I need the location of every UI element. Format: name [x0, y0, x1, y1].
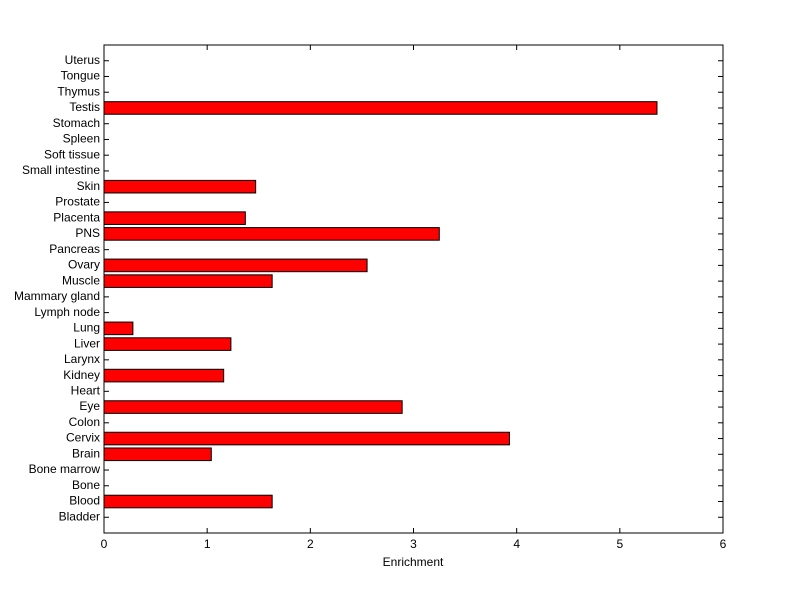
y-tick-label: Small intestine	[22, 163, 100, 177]
x-tick-label: 5	[616, 537, 623, 551]
y-tick-label: Muscle	[62, 273, 100, 287]
bar	[103, 101, 658, 115]
bar	[103, 400, 403, 414]
bar	[103, 337, 232, 351]
y-tick-label: Skin	[77, 179, 100, 193]
y-tick-label: Liver	[74, 336, 100, 350]
y-tick-label: Stomach	[53, 116, 100, 130]
y-tick-label: Kidney	[63, 368, 100, 382]
y-tick-label: Brain	[72, 446, 100, 460]
bar	[103, 227, 440, 241]
y-tick-label: Mammary gland	[14, 289, 100, 303]
y-tick-label: Spleen	[63, 132, 100, 146]
y-tick-label: Colon	[69, 415, 100, 429]
y-tick-label: Tongue	[61, 69, 101, 83]
x-tick-label: 1	[204, 537, 211, 551]
y-tick-label: PNS	[75, 226, 100, 240]
bar	[103, 368, 225, 383]
y-tick-label: Prostate	[55, 195, 100, 209]
bar	[103, 274, 273, 288]
bar	[103, 321, 134, 336]
y-tick-label: Blood	[69, 494, 100, 508]
y-tick-label: Uterus	[65, 53, 100, 67]
y-tick-label: Eye	[79, 399, 100, 413]
bar	[103, 447, 212, 462]
x-tick-label: 4	[513, 537, 520, 551]
y-tick-label: Ovary	[68, 258, 100, 272]
y-tick-label: Thymus	[57, 84, 100, 98]
bar	[103, 211, 246, 225]
bar	[103, 494, 273, 509]
bar	[103, 258, 368, 273]
y-tick-label: Heart	[71, 383, 101, 397]
y-tick-label: Soft tissue	[44, 147, 100, 161]
y-tick-label: Cervix	[66, 431, 100, 445]
y-tick-label: Larynx	[64, 352, 100, 366]
y-tick-label: Lymph node	[34, 305, 100, 319]
y-tick-label: Bladder	[59, 509, 100, 523]
bar	[103, 179, 257, 194]
x-axis-label: Enrichment	[383, 555, 444, 569]
x-tick-label: 3	[410, 537, 417, 551]
y-tick-label: Testis	[69, 100, 100, 114]
x-tick-label: 6	[720, 537, 727, 551]
x-tick-label: 2	[307, 537, 314, 551]
x-tick-label: 0	[101, 537, 108, 551]
y-tick-label: Placenta	[53, 210, 100, 224]
y-tick-label: Pancreas	[49, 242, 100, 256]
y-tick-label: Bone	[72, 478, 100, 492]
y-tick-label: Lung	[73, 321, 100, 335]
bar	[103, 431, 510, 446]
y-tick-label: Bone marrow	[29, 462, 101, 476]
